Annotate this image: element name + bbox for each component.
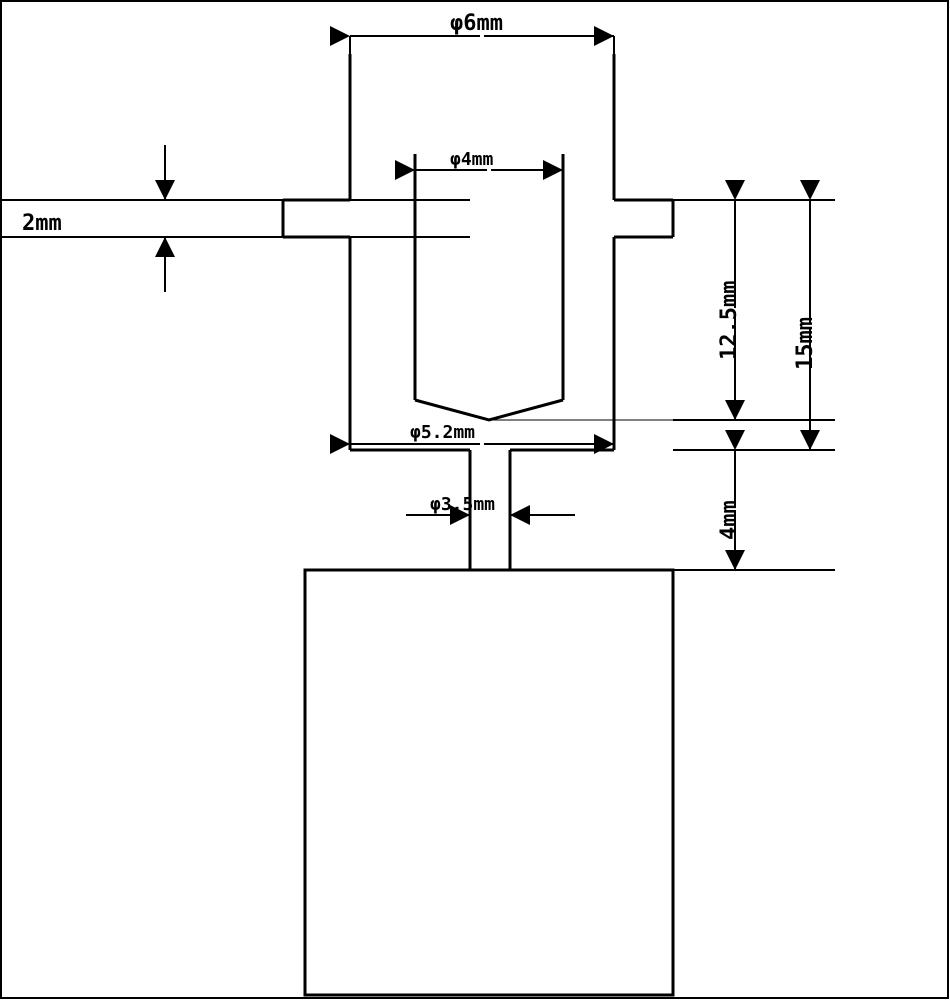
dim-d52: φ5.2mm	[410, 422, 475, 443]
dim-d35: φ3.5mm	[430, 494, 495, 515]
dim-d6: φ6mm	[450, 11, 503, 36]
engineering-drawing: φ6mm φ4mm φ5.2mm φ3.5mm 2mm 12.5mm 15mm 4mm	[0, 0, 950, 1000]
dim-12-5mm: 12.5mm	[717, 281, 742, 360]
dim-d4: φ4mm	[450, 149, 494, 170]
dim-2mm: 2mm	[22, 211, 62, 236]
lower-block	[305, 570, 673, 995]
dim-15mm: 15mm	[793, 317, 818, 370]
dim-4mm: 4mm	[717, 500, 742, 540]
